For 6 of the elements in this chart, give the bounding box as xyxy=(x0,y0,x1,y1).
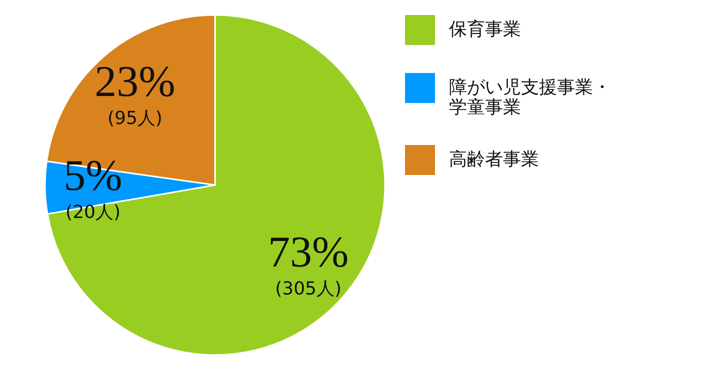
text: 23% (95人) xyxy=(94,56,176,129)
legend-label: 保育事業 xyxy=(449,19,521,40)
legend-label: 高齢者事業 xyxy=(449,149,539,170)
legend-label: 障がい児支援事業・学童事業 xyxy=(449,77,611,118)
text: 73% (305人) xyxy=(268,228,349,300)
pie-slice xyxy=(46,14,386,356)
